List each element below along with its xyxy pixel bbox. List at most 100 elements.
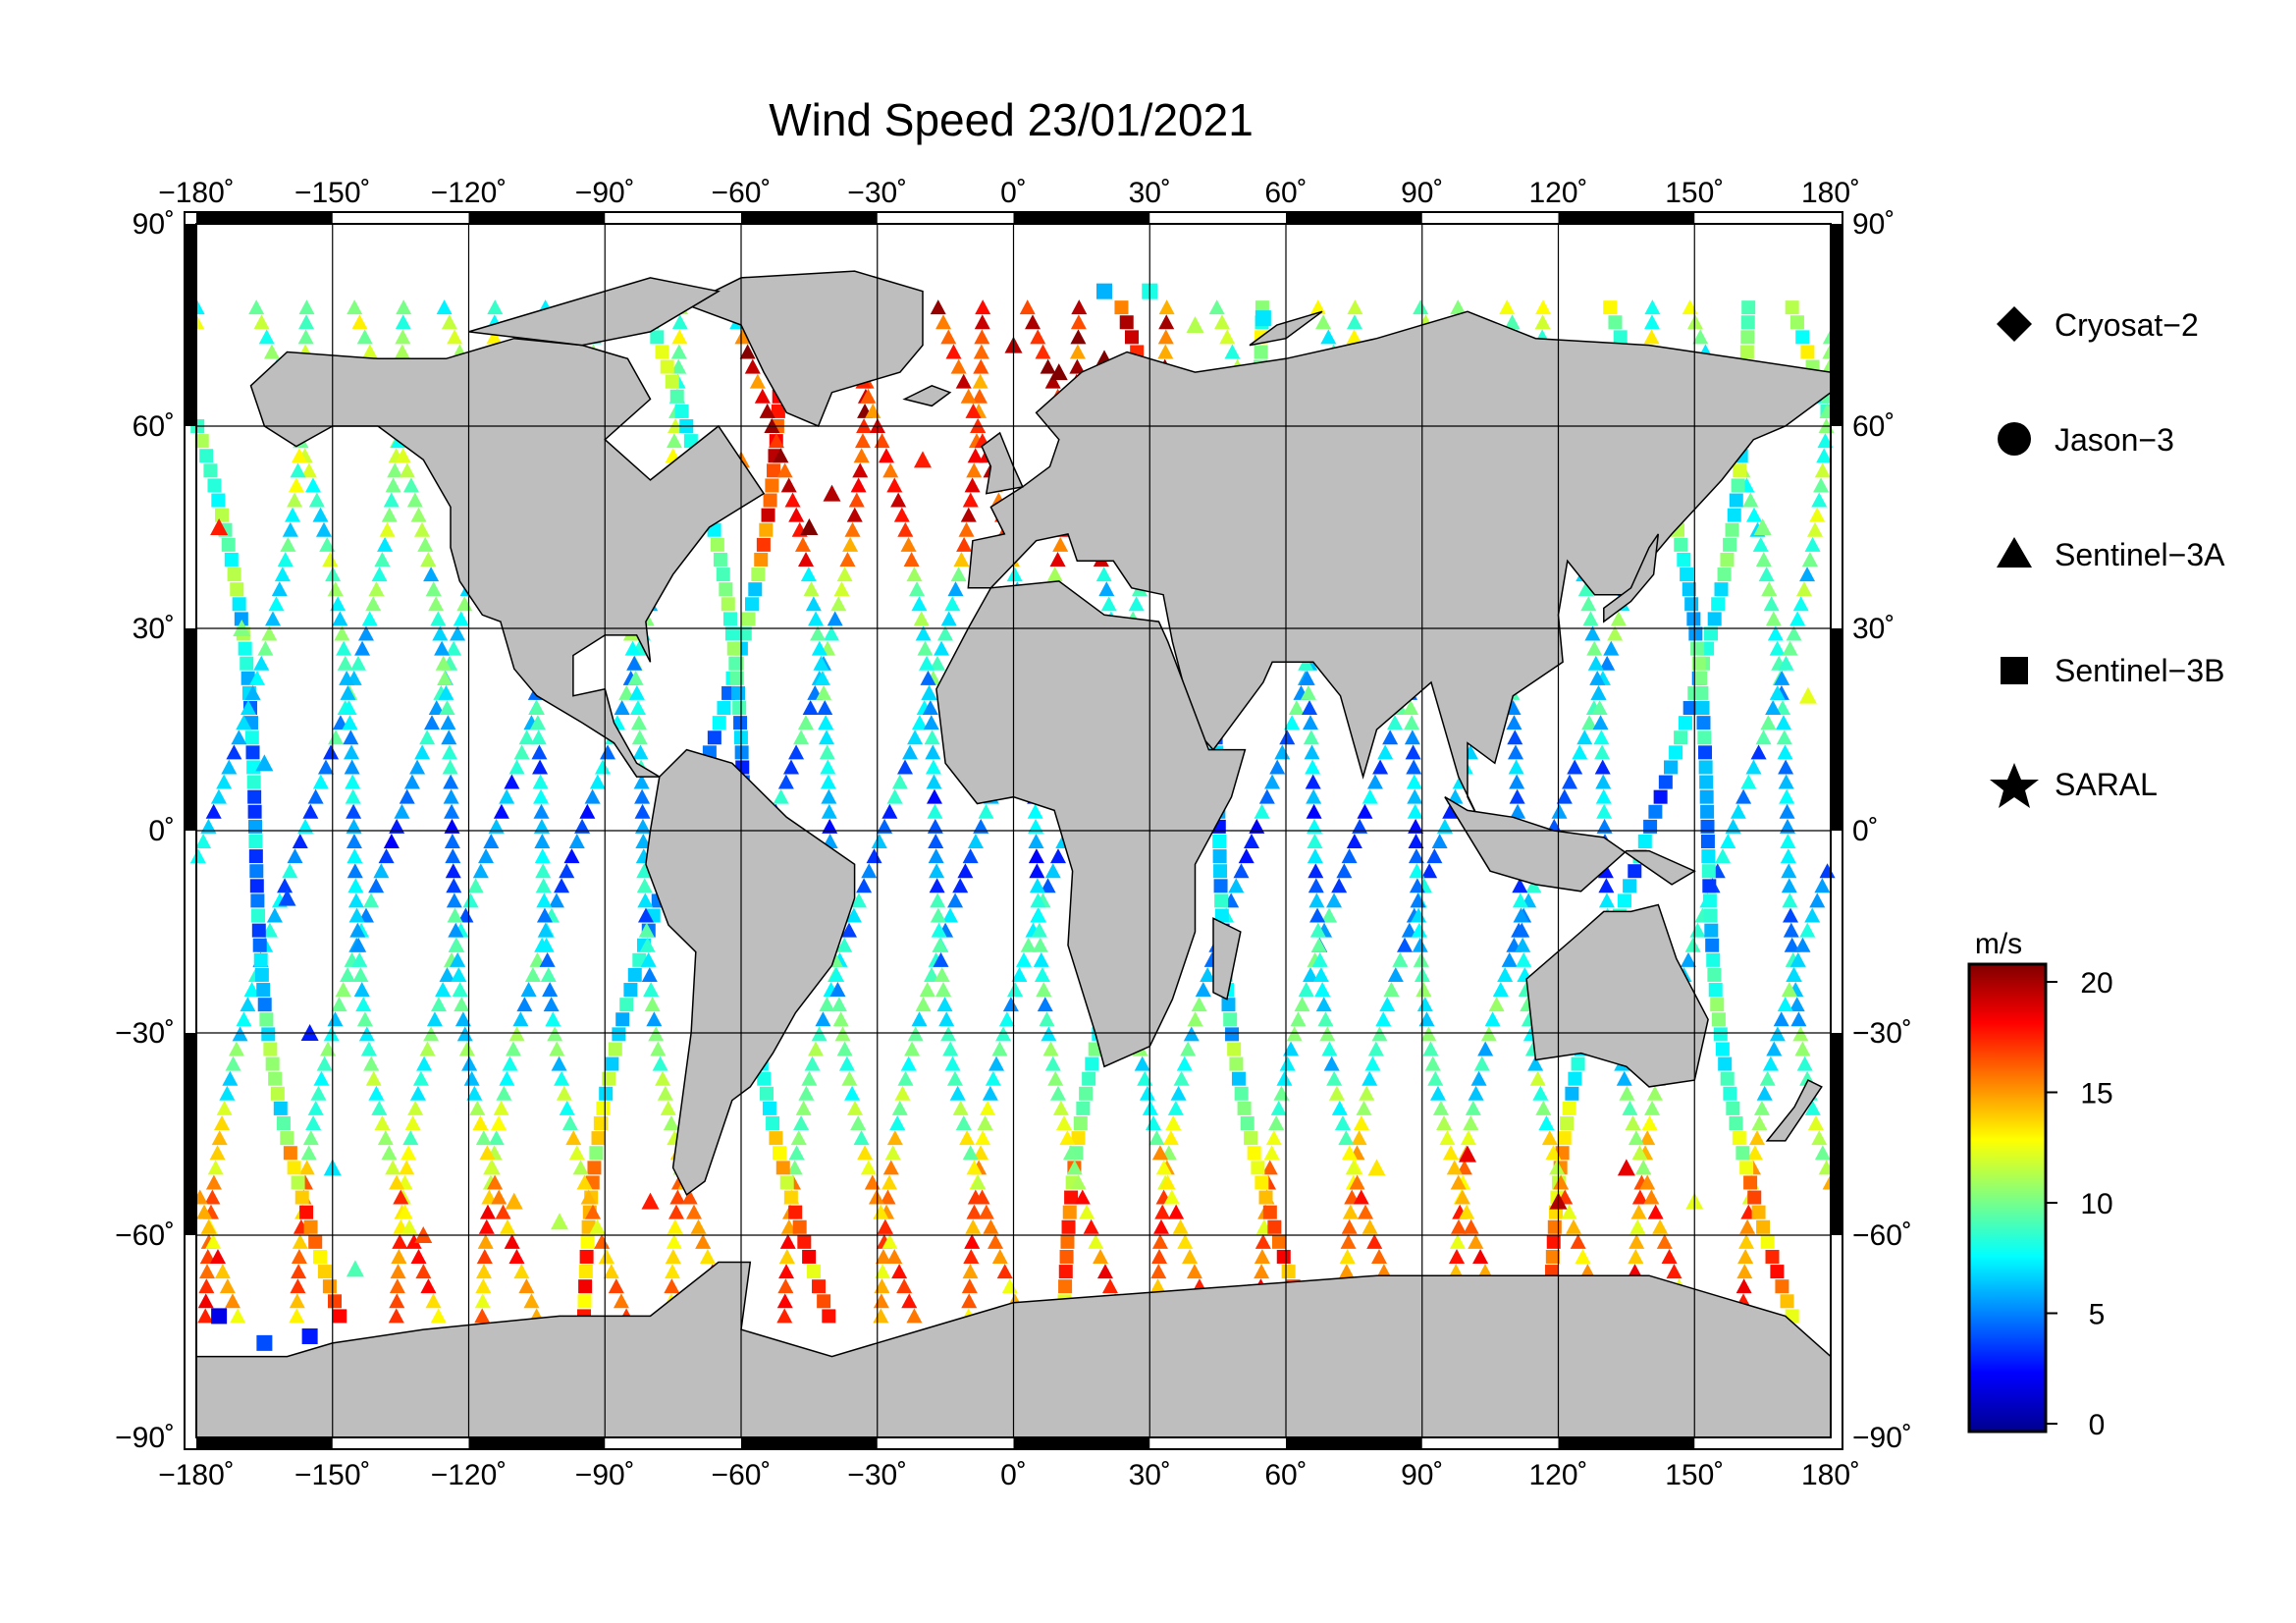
track-point [911, 1011, 928, 1027]
track-point [1404, 730, 1420, 745]
track-point [1556, 788, 1573, 804]
track-point [1702, 879, 1717, 893]
track-point [988, 1233, 1004, 1249]
tick-label: 150˚ [1665, 177, 1724, 209]
track-point [924, 730, 940, 745]
track-point [915, 625, 932, 641]
track-point [308, 492, 325, 508]
track-point [1516, 951, 1532, 967]
track-point [435, 655, 452, 671]
track-point [841, 922, 858, 938]
track-point [1371, 1026, 1388, 1042]
legend-label-sentinel-3a: Sentinel−3A [2055, 537, 2225, 572]
track-point [991, 1041, 1008, 1056]
track-point [962, 1145, 979, 1161]
track-point [1707, 612, 1722, 626]
track-point [1446, 1160, 1463, 1175]
track-point [504, 774, 520, 789]
track-point [613, 1293, 629, 1309]
frame-segment [1286, 212, 1422, 224]
tick-label: 30˚ [1129, 177, 1171, 209]
track-point [1506, 715, 1522, 730]
track-point [274, 567, 291, 582]
track-point [439, 966, 455, 982]
track-point [731, 685, 746, 700]
track-point [512, 1011, 529, 1027]
track-point [478, 1218, 495, 1234]
track-point [568, 833, 585, 848]
track-point [1725, 818, 1741, 834]
track-point [1044, 1055, 1061, 1071]
track-point [1418, 1011, 1435, 1027]
track-point [327, 1011, 344, 1027]
track-point [1157, 344, 1174, 359]
track-point [248, 299, 265, 315]
track-point [923, 715, 939, 730]
track-point [1488, 997, 1505, 1012]
track-point [345, 788, 361, 804]
track-point [230, 582, 244, 597]
track-point [1740, 774, 1757, 789]
track-point [927, 803, 943, 819]
track-point [853, 448, 870, 463]
track-point [952, 878, 969, 893]
track-point [836, 567, 853, 582]
track-point [1714, 582, 1729, 597]
track-point [1148, 1130, 1165, 1146]
track-point [1756, 1085, 1773, 1101]
track-point [307, 788, 324, 804]
track-point [266, 907, 283, 923]
track-point [1413, 299, 1429, 315]
track-point [944, 596, 961, 612]
track-point [868, 1189, 884, 1205]
track-point [911, 596, 928, 612]
track-point [483, 1160, 500, 1175]
track-point [496, 1085, 512, 1101]
track-point [1062, 1205, 1077, 1219]
track-point [734, 329, 751, 345]
track-point [348, 907, 365, 923]
track-point [936, 625, 953, 641]
track-point [1347, 299, 1363, 315]
track-point [1809, 893, 1826, 908]
track-point [1807, 1115, 1824, 1131]
track-point [1233, 863, 1250, 879]
track-point [1584, 625, 1601, 641]
track-point [259, 1012, 274, 1027]
data-point [1186, 316, 1204, 333]
track-point [1786, 966, 1802, 982]
tick-label: −30˚ [1852, 1017, 1912, 1050]
track-point [1079, 1204, 1095, 1219]
track-point [554, 878, 570, 893]
track-point [356, 1011, 373, 1027]
track-point [724, 626, 739, 641]
track-point [934, 640, 950, 656]
track-point [224, 1293, 240, 1309]
track-point [1512, 878, 1528, 893]
latitude-tick-labels-right: 90˚ 60˚ 30˚ 0˚ −30˚ −60˚ −90˚ [1852, 208, 1912, 1454]
track-point [405, 1233, 422, 1249]
track-point [749, 373, 766, 389]
track-point [447, 907, 463, 923]
track-point [1777, 997, 1793, 1012]
track-point [1746, 507, 1763, 522]
track-point [1432, 1100, 1449, 1115]
track-point [1607, 625, 1624, 641]
track-point [886, 1248, 903, 1264]
tick-label: 60˚ [1264, 177, 1307, 209]
track-point [594, 759, 611, 775]
track-point [608, 1278, 624, 1294]
track-point [302, 803, 319, 819]
track-point [1114, 300, 1129, 315]
track-point [1701, 864, 1716, 879]
track-point [618, 684, 635, 700]
track-point [1792, 596, 1809, 612]
legend-label-jason: Jason−3 [2055, 422, 2174, 458]
track-point [477, 1233, 494, 1249]
track-point [247, 804, 262, 819]
track-point [1504, 314, 1521, 330]
track-point [1071, 1131, 1086, 1146]
track-point [1302, 700, 1318, 716]
track-point [1279, 730, 1296, 745]
track-point [891, 774, 908, 789]
